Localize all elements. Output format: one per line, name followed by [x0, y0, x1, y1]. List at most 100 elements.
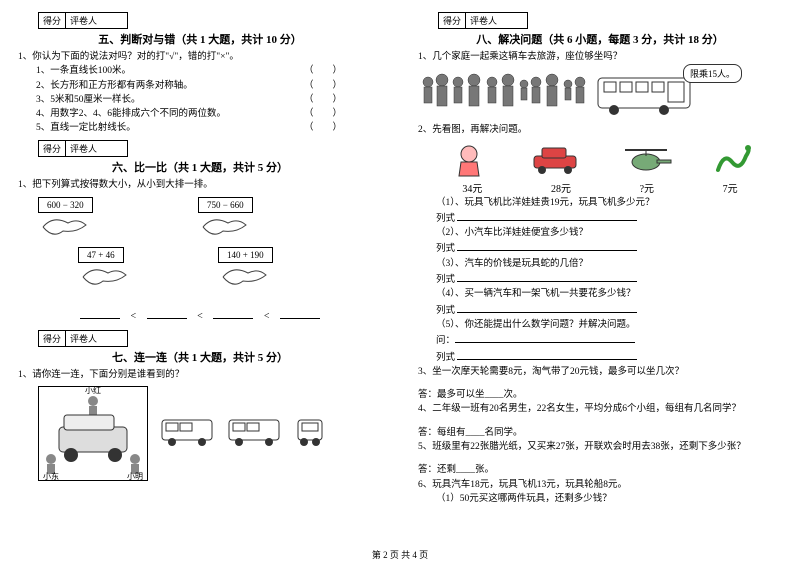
- doll-icon: [447, 142, 491, 178]
- lieshi-label: 列式: [436, 275, 455, 285]
- a4: 答：每组有____名同学。: [418, 427, 782, 440]
- sec5-item-text: 2、长方形和正方形都有两条对称轴。: [36, 81, 193, 91]
- sub1: （1）、玩具飞机比洋娃娃贵19元，玩具飞机多少元？: [436, 197, 782, 210]
- spacer: [418, 418, 782, 426]
- item-images: [428, 142, 772, 178]
- blank: [457, 303, 637, 313]
- paren: （ ）: [304, 122, 342, 135]
- lieshi: 列式: [436, 211, 782, 226]
- blank: [457, 272, 637, 282]
- label-right: 小明: [127, 471, 143, 482]
- q5: 5、班级里有22张腊光纸，又买来27张，开联欢会时用去38张，还剩下多少张？: [418, 441, 782, 454]
- rater-label: 评卷人: [66, 13, 101, 28]
- sub5: （5）、你还能提出什么数学问题？并解决问题。: [436, 319, 782, 332]
- snake-icon: [710, 142, 754, 178]
- price-row: 34元 28元 ?元 7元: [428, 180, 772, 195]
- sub2: （2）、小汽车比洋娃娃便宜多少钱？: [436, 227, 782, 240]
- label-top: 小红: [85, 385, 101, 396]
- scene-box: 小红 小东 小明: [38, 386, 148, 481]
- blank: [213, 309, 253, 319]
- sec5-item-text: 4、用数字2、4、6能排成六个不同的两位数。: [36, 109, 226, 119]
- score-label: 得分: [39, 141, 66, 156]
- lieshi-label: 列式: [436, 353, 455, 363]
- sec5-item-text: 1、一条直线长100米。: [36, 66, 131, 76]
- bus-label: 限乘15人。: [683, 64, 742, 83]
- price-car: 28元: [551, 180, 571, 195]
- score-box: 得分 评卷人: [438, 12, 528, 29]
- bird-icon: [198, 213, 248, 241]
- bus-wrapper: 限乘15人。: [594, 70, 694, 118]
- score-box: 得分 评卷人: [38, 12, 128, 29]
- bird-icon: [78, 263, 128, 291]
- sec5-item: 2、长方形和正方形都有两条对称轴。 （ ）: [36, 80, 382, 93]
- blank: [457, 211, 637, 221]
- sec7-intro: 1、请你连一连，下面分别是谁看到的？: [18, 369, 382, 382]
- lt-sign: <: [131, 311, 137, 322]
- expr-b: 750 − 660: [198, 197, 253, 213]
- expr-a: 600 − 320: [38, 197, 93, 213]
- expr-d: 140 + 190: [218, 247, 273, 263]
- q2: 2、先看图，再解决问题。: [418, 124, 782, 137]
- bird-icon: [218, 263, 268, 291]
- section8-title: 八、解决问题（共 6 小题，每题 3 分，共计 18 分）: [418, 31, 782, 47]
- bus-icon: [594, 70, 694, 118]
- label-left: 小东: [43, 471, 59, 482]
- price-doll: 34元: [462, 180, 482, 195]
- rater-label: 评卷人: [66, 141, 101, 156]
- a3: 答：最多可以坐____次。: [418, 389, 782, 402]
- score-box: 得分 评卷人: [38, 140, 128, 157]
- price-heli: ?元: [640, 180, 654, 195]
- lieshi: 列式: [436, 350, 782, 365]
- van-views: [160, 386, 326, 448]
- bird-diagram: 600 − 320 750 − 660 47 + 46 140 + 190: [38, 197, 382, 297]
- spacer: [418, 380, 782, 388]
- rater-label: 评卷人: [466, 13, 501, 28]
- paren: （ ）: [304, 65, 342, 78]
- lieshi: 列式: [436, 272, 782, 287]
- q4: 4、二年级一班有20名男生，22名女生，平均分成6个小组，每组有几名同学？: [418, 403, 782, 416]
- lt-sign: <: [197, 311, 203, 322]
- paren: （ ）: [304, 108, 342, 121]
- q3: 3、坐一次摩天轮需要8元，淘气带了20元钱，最多可以坐几次？: [418, 366, 782, 379]
- blank: [80, 309, 120, 319]
- q6: 6、玩具汽车18元，玩具飞机13元，玩具轮船8元。: [418, 479, 782, 492]
- helicopter-icon: [619, 142, 673, 178]
- rater-label: 评卷人: [66, 331, 101, 346]
- section7-title: 七、连一连（共 1 大题，共计 5 分）: [18, 349, 382, 365]
- bird-icon: [38, 213, 88, 241]
- sec5-item-text: 3、5米和50厘米一样长。: [36, 95, 141, 105]
- sec5-item-text: 5、直线一定比射线长。: [36, 123, 136, 133]
- paren: （ ）: [304, 94, 342, 107]
- van-side-icon: [160, 416, 215, 448]
- page-footer: 第 2 页 共 4 页: [0, 544, 800, 565]
- sub3: （3）、汽车的价钱是玩具蛇的几倍？: [436, 258, 782, 271]
- wen: 问：: [436, 333, 782, 348]
- score-box: 得分 评卷人: [38, 330, 128, 347]
- q6a: （1）50元买这哪两件玩具，还剩多少钱？: [436, 493, 782, 506]
- blank: [280, 309, 320, 319]
- section5-title: 五、判断对与错（共 1 大题，共计 10 分）: [18, 31, 382, 47]
- a5: 答：还剩____张。: [418, 464, 782, 477]
- price-snake: 7元: [723, 180, 738, 195]
- lieshi: 列式: [436, 241, 782, 256]
- lieshi-label: 列式: [436, 244, 455, 254]
- blank: [455, 333, 635, 343]
- car-icon: [528, 142, 582, 178]
- van-front-icon: [294, 416, 326, 448]
- wen-label: 问：: [436, 336, 455, 346]
- sec5-intro: 1、你认为下面的说法对吗？对的打"√"，错的打"×"。: [18, 51, 382, 64]
- people-group-icon: [418, 70, 588, 118]
- sec5-item: 5、直线一定比射线长。 （ ）: [36, 122, 382, 135]
- expr-c: 47 + 46: [78, 247, 124, 263]
- score-label: 得分: [439, 13, 466, 28]
- sec5-item: 4、用数字2、4、6能排成六个不同的两位数。 （ ）: [36, 108, 382, 121]
- lieshi-label: 列式: [436, 214, 455, 224]
- sec6-intro: 1、把下列算式按得数大小，从小到大排一排。: [18, 179, 382, 192]
- sec5-item: 1、一条直线长100米。 （ ）: [36, 65, 382, 78]
- blank: [457, 241, 637, 251]
- q1: 1、几个家庭一起乘这辆车去旅游，座位够坐吗？: [418, 51, 782, 64]
- lieshi: 列式: [436, 303, 782, 318]
- compare-row: < < <: [18, 309, 382, 322]
- spacer: [418, 455, 782, 463]
- paren: （ ）: [304, 80, 342, 93]
